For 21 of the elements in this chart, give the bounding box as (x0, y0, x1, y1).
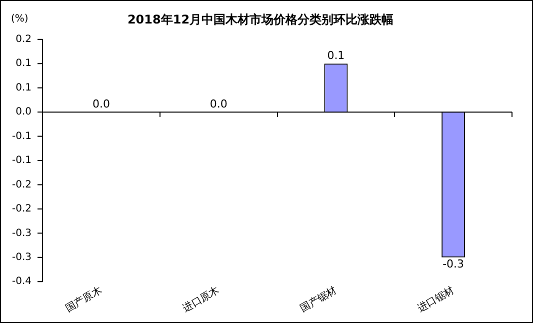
y-tick-label: -0.1 (12, 130, 32, 142)
y-tick-label: -0.2 (12, 204, 32, 215)
y-axis-title: (%) (11, 14, 28, 25)
x-tick-label: 进口锯材 (415, 284, 456, 315)
data-label: 0.0 (92, 97, 110, 110)
data-label: -0.3 (442, 258, 464, 271)
y-tick-label: 0.2 (16, 34, 32, 45)
y-tick-label: -0.2 (12, 179, 32, 190)
y-tick-label: 0.0 (16, 106, 32, 118)
data-label: 0.0 (210, 97, 228, 110)
data-label: 0.1 (327, 48, 345, 62)
y-tick-label: -0.4 (12, 276, 32, 288)
y-tick-label: -0.1 (12, 155, 32, 166)
y-tick-label: -0.3 (12, 252, 32, 263)
y-tick-label: 0.1 (16, 82, 32, 94)
y-tick-label: 0.1 (16, 58, 32, 70)
chart-title: 2018年12月中国木材市场价格分类别环比涨跌幅 (127, 12, 394, 26)
x-tick-label: 进口原木 (180, 284, 222, 315)
y-tick-label: -0.3 (12, 228, 32, 239)
x-tick-label: 国产锯材 (298, 284, 339, 315)
x-tick-label: 国产原木 (63, 284, 104, 315)
